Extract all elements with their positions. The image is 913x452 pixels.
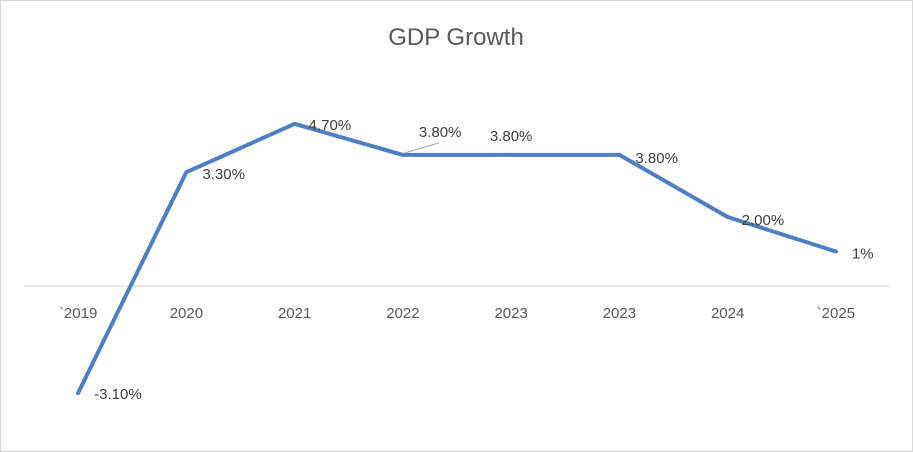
data-point	[617, 152, 622, 157]
data-point	[725, 215, 730, 219]
data-point	[509, 152, 514, 157]
x-tick-label: 2024	[711, 305, 744, 322]
x-tick-label: 2023	[603, 305, 636, 322]
x-tick-label: `2025	[817, 305, 855, 322]
data-label: -3.10%	[94, 386, 142, 403]
data-point	[184, 170, 189, 175]
x-tick-label: 2023	[494, 305, 527, 322]
data-label: 3.80%	[490, 128, 533, 145]
x-tick-label: 2020	[170, 305, 203, 322]
data-label: 3.80%	[419, 124, 462, 141]
chart-title: GDP Growth	[388, 24, 524, 51]
x-tick-label: 2021	[278, 305, 311, 322]
x-tick-label: `2019	[59, 305, 97, 322]
data-point	[76, 390, 81, 395]
data-label: 4.70%	[309, 117, 352, 134]
series-line	[76, 121, 838, 395]
data-point	[292, 121, 297, 126]
x-tick-label: 2022	[386, 305, 419, 322]
data-label: 3.80%	[635, 150, 678, 167]
data-label: 2.00%	[742, 212, 785, 229]
label-leader-line	[404, 142, 440, 154]
data-point	[400, 152, 405, 157]
data-point	[833, 249, 838, 254]
data-label: 1%	[852, 246, 874, 263]
data-label: 3.30%	[202, 166, 245, 183]
